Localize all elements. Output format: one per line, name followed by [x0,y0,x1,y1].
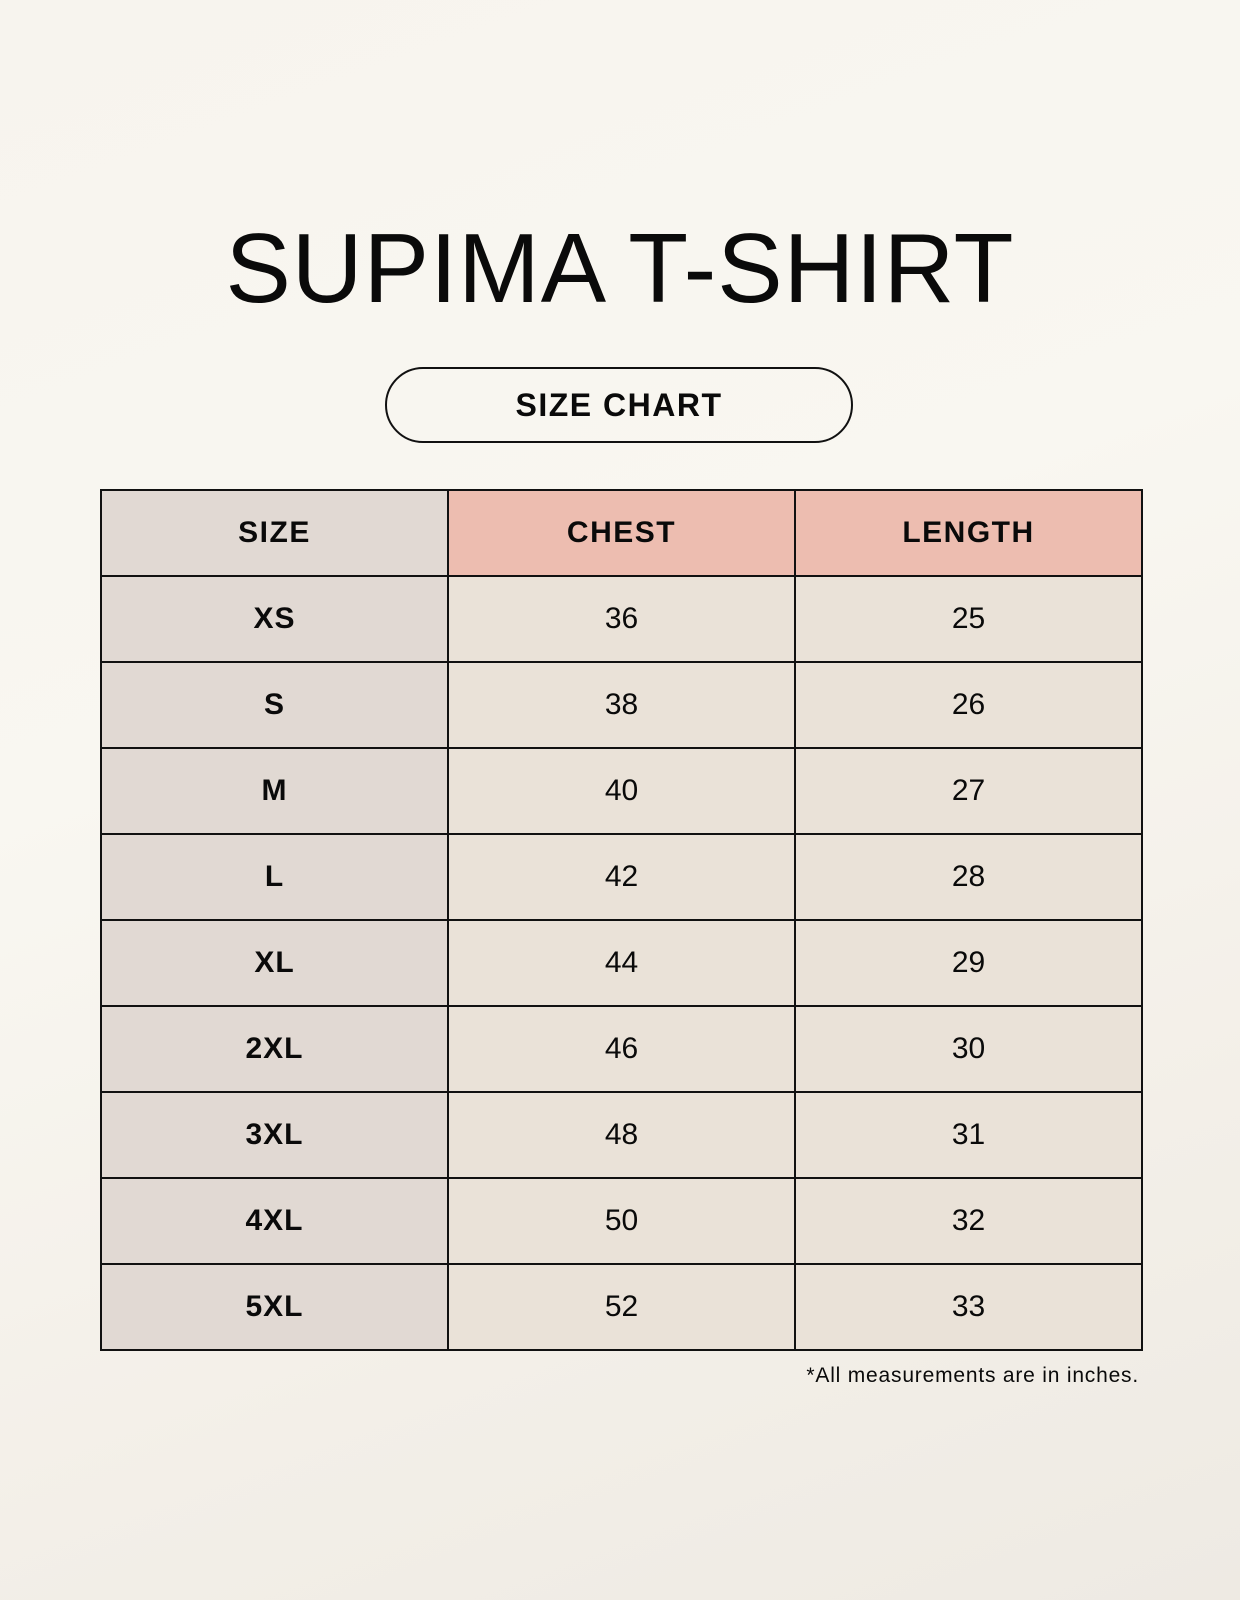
cell-size: 3XL [100,1091,449,1179]
cell-size: S [100,661,449,749]
size-chart-label: SIZE CHART [385,367,853,443]
size-chart-table: SIZE CHEST LENGTH XS 36 25 S 38 26 M 40 27 L 42 28 X… [100,489,1143,1351]
cell-length: 27 [794,747,1143,835]
header-size: SIZE [100,489,449,577]
cell-chest: 42 [447,833,796,921]
cell-size: XL [100,919,449,1007]
cell-size: L [100,833,449,921]
table-row: 4XL 50 32 [100,1177,1143,1265]
header-length: LENGTH [794,489,1143,577]
cell-size: XS [100,575,449,663]
table-row: S 38 26 [100,661,1143,749]
cell-chest: 46 [447,1005,796,1093]
cell-chest: 50 [447,1177,796,1265]
cell-length: 29 [794,919,1143,1007]
cell-length: 26 [794,661,1143,749]
page-title: SUPIMA T-SHIRT [225,213,1015,323]
cell-chest: 36 [447,575,796,663]
cell-length: 25 [794,575,1143,663]
footnote: *All measurements are in inches. [806,1364,1139,1387]
table-header-row: SIZE CHEST LENGTH [100,489,1143,577]
cell-chest: 44 [447,919,796,1007]
cell-size: M [100,747,449,835]
table-row: 5XL 52 33 [100,1263,1143,1351]
table-row: M 40 27 [100,747,1143,835]
cell-chest: 38 [447,661,796,749]
table-row: L 42 28 [100,833,1143,921]
cell-length: 30 [794,1005,1143,1093]
cell-size: 4XL [100,1177,449,1265]
table-row: XS 36 25 [100,575,1143,663]
cell-length: 31 [794,1091,1143,1179]
cell-length: 33 [794,1263,1143,1351]
table-row: 2XL 46 30 [100,1005,1143,1093]
cell-size: 2XL [100,1005,449,1093]
cell-length: 32 [794,1177,1143,1265]
header-chest: CHEST [447,489,796,577]
cell-size: 5XL [100,1263,449,1351]
table-row: XL 44 29 [100,919,1143,1007]
cell-chest: 48 [447,1091,796,1179]
cell-chest: 52 [447,1263,796,1351]
cell-chest: 40 [447,747,796,835]
table-row: 3XL 48 31 [100,1091,1143,1179]
cell-length: 28 [794,833,1143,921]
